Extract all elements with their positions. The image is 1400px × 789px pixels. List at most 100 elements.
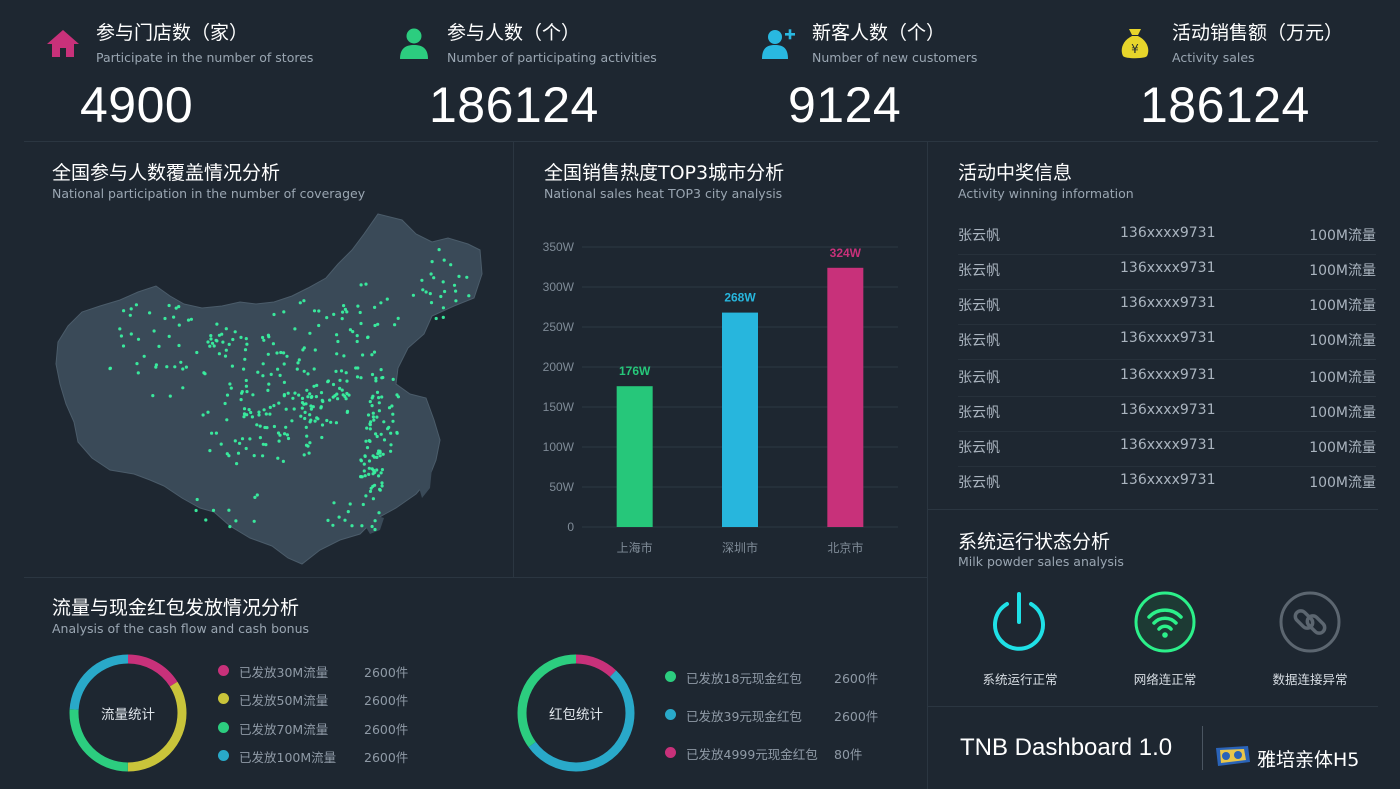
coverage-dot bbox=[252, 519, 256, 523]
coverage-dot bbox=[278, 433, 282, 437]
coverage-dot bbox=[334, 369, 338, 373]
bar[interactable] bbox=[827, 267, 864, 527]
coverage-dot bbox=[429, 272, 433, 276]
donut-segment[interactable] bbox=[69, 654, 187, 772]
coverage-dot bbox=[382, 438, 387, 442]
y-tick-label: 100W bbox=[543, 440, 575, 454]
legend-count: 2600件 bbox=[364, 750, 409, 765]
stat-participants: 参与人数（个） Number of participating activiti… bbox=[397, 18, 727, 138]
coverage-dot bbox=[284, 407, 288, 411]
coverage-dot bbox=[420, 278, 424, 282]
coverage-dot bbox=[189, 317, 193, 321]
coverage-dot bbox=[108, 367, 112, 371]
coverage-dot bbox=[308, 392, 312, 396]
legend-swatch bbox=[665, 709, 676, 720]
sales-bar-chart: 0 50W 100W 150W 200W 250W 300W 350W 176W 上海市 268W 深… bbox=[543, 240, 898, 555]
coverage-dot bbox=[317, 323, 321, 328]
coverage-dot bbox=[313, 419, 317, 423]
coverage-dot bbox=[441, 306, 445, 310]
coverage-dot bbox=[235, 462, 239, 466]
coverage-dot bbox=[295, 367, 299, 371]
row-separator bbox=[958, 254, 1376, 255]
divider bbox=[928, 706, 1378, 707]
coverage-dot bbox=[244, 337, 248, 341]
coverage-dot bbox=[302, 369, 306, 373]
coverage-dot bbox=[148, 311, 152, 315]
stat-title: 参与门店数（家） bbox=[96, 22, 249, 44]
coverage-dot bbox=[258, 424, 262, 428]
coverage-dot bbox=[203, 372, 207, 376]
coverage-dot bbox=[256, 370, 260, 374]
coverage-dot bbox=[364, 494, 368, 498]
link-icon[interactable] bbox=[1278, 590, 1342, 654]
coverage-dot bbox=[266, 352, 270, 356]
coverage-dot bbox=[375, 468, 379, 472]
coverage-dot bbox=[225, 393, 230, 397]
legend-label: 已发放50M流量 bbox=[239, 693, 329, 708]
power-icon[interactable] bbox=[987, 590, 1051, 654]
coverage-dot bbox=[467, 294, 471, 298]
winner-prize: 100M流量 bbox=[1309, 333, 1376, 349]
coverage-dot bbox=[258, 436, 262, 440]
coverage-dot bbox=[282, 351, 286, 355]
cash-donut-chart bbox=[517, 654, 635, 772]
coverage-dot bbox=[174, 306, 178, 310]
coverage-dot bbox=[284, 425, 288, 429]
coverage-dot bbox=[277, 401, 281, 405]
coverage-dot bbox=[344, 371, 348, 375]
coverage-dot bbox=[262, 338, 266, 342]
coverage-dot bbox=[157, 344, 161, 348]
wifi-icon[interactable] bbox=[1133, 590, 1197, 654]
coverage-dot bbox=[248, 437, 252, 441]
bar[interactable] bbox=[616, 386, 653, 527]
coverage-dot bbox=[239, 335, 243, 339]
winner-name: 张云帆 bbox=[958, 263, 1000, 279]
coverage-dot bbox=[429, 301, 434, 305]
coverage-dot bbox=[215, 322, 219, 326]
donut-segment[interactable] bbox=[517, 654, 635, 772]
y-tick-label: 250W bbox=[543, 320, 575, 334]
legend-count: 2600件 bbox=[834, 671, 879, 686]
coverage-dot bbox=[255, 423, 259, 427]
coverage-dot bbox=[214, 338, 218, 342]
coverage-dot bbox=[366, 413, 371, 417]
coverage-dot bbox=[376, 322, 380, 326]
legend-count: 2600件 bbox=[834, 709, 879, 724]
coverage-dot bbox=[434, 316, 438, 321]
coverage-dot bbox=[457, 274, 461, 278]
donut-segment[interactable] bbox=[69, 654, 187, 772]
coverage-dot bbox=[365, 426, 369, 430]
coverage-dot bbox=[285, 354, 289, 358]
row-separator bbox=[958, 289, 1376, 290]
coverage-dot bbox=[219, 442, 223, 446]
coverage-dot bbox=[465, 275, 469, 279]
legend-count: 2600件 bbox=[364, 693, 409, 708]
coverage-dot bbox=[209, 334, 213, 338]
winner-row: 张云帆 136xxxx9731 100M流量 bbox=[958, 472, 1376, 498]
coverage-dot bbox=[395, 393, 399, 397]
legend-item: 已发放50M流量 2600件 bbox=[218, 689, 434, 709]
coverage-dot bbox=[367, 459, 372, 463]
coverage-dot bbox=[233, 330, 237, 334]
coverage-dot bbox=[355, 334, 359, 338]
bar[interactable] bbox=[722, 312, 758, 527]
winner-name: 张云帆 bbox=[958, 333, 1000, 349]
donut-segment[interactable] bbox=[69, 654, 187, 772]
brand-logo-icon bbox=[1216, 746, 1250, 766]
coverage-dot bbox=[306, 372, 310, 376]
coverage-dot bbox=[267, 382, 271, 386]
winner-row: 张云帆 136xxxx9731 100M流量 bbox=[958, 295, 1376, 325]
legend-label: 已发放4999元现金红包 bbox=[686, 747, 818, 762]
coverage-dot bbox=[282, 310, 286, 314]
coverage-dot bbox=[313, 348, 317, 352]
coverage-dot bbox=[297, 393, 301, 397]
coverage-dot bbox=[320, 423, 325, 427]
coverage-dot bbox=[278, 373, 282, 377]
panel-subtitle: Milk powder sales analysis bbox=[958, 554, 1124, 569]
legend-label: 已发放70M流量 bbox=[239, 722, 329, 737]
winner-name: 张云帆 bbox=[958, 370, 1000, 386]
donut-segment[interactable] bbox=[517, 654, 635, 772]
coverage-dot bbox=[389, 431, 393, 435]
coverage-map[interactable] bbox=[52, 208, 492, 570]
winner-phone: 136xxxx9731 bbox=[1120, 330, 1216, 346]
